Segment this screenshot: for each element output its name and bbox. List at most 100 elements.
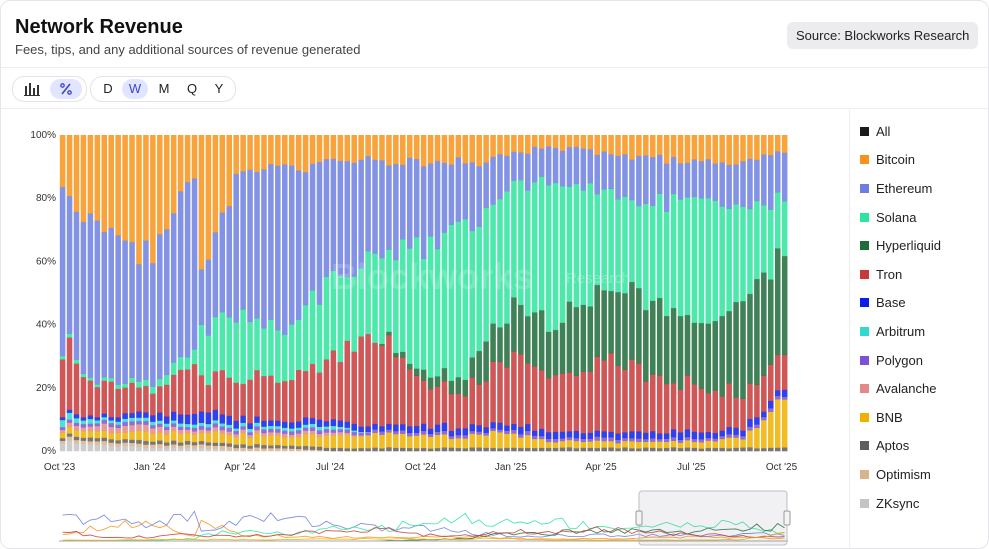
bar-segment-aptos[interactable] — [177, 442, 184, 446]
bar-segment-zksync[interactable] — [191, 448, 198, 452]
bar-segment-arbitrum[interactable] — [108, 420, 114, 424]
bar-segment-tron[interactable] — [705, 393, 712, 433]
bar-segment-tron[interactable] — [504, 367, 510, 426]
bar-segment-base[interactable] — [323, 421, 330, 427]
period-button-q[interactable]: Q — [186, 81, 198, 96]
bar-segment-solana[interactable] — [476, 226, 482, 352]
bar-segment-avalanche[interactable] — [233, 434, 239, 438]
bar-segment-bnb[interactable] — [455, 438, 462, 449]
bar-segment-ethereum[interactable] — [629, 159, 635, 201]
bar-segment-ethereum[interactable] — [358, 159, 364, 269]
bar-segment-base[interactable] — [309, 417, 316, 424]
bar-segment-bnb[interactable] — [615, 443, 621, 449]
bar-segment-polygon[interactable] — [212, 423, 219, 428]
bar-segment-bitcoin[interactable] — [781, 135, 788, 153]
bar-segment-tron[interactable] — [143, 385, 149, 413]
bar-segment-bnb[interactable] — [552, 442, 559, 449]
bar-segment-polygon[interactable] — [476, 431, 482, 435]
bar-segment-ethereum[interactable] — [497, 154, 503, 200]
bar-segment-polygon[interactable] — [441, 430, 448, 435]
bar-segment-base[interactable] — [59, 417, 66, 421]
bar-segment-solana[interactable] — [316, 304, 323, 373]
bar-segment-polygon[interactable] — [594, 436, 600, 441]
bar-segment-tron[interactable] — [372, 342, 378, 425]
bar-segment-polygon[interactable] — [497, 429, 503, 433]
bar-segment-tron[interactable] — [66, 337, 73, 410]
bar-segment-polygon[interactable] — [559, 438, 566, 442]
bar-segment-bnb[interactable] — [365, 435, 371, 449]
bar-segment-bnb[interactable] — [677, 442, 684, 449]
bar-segment-tron[interactable] — [254, 370, 260, 417]
bar-segment-bnb[interactable] — [240, 432, 246, 445]
bar-segment-solana[interactable] — [462, 219, 469, 381]
bar-segment-solana[interactable] — [337, 275, 344, 363]
bar-segment-optimism[interactable] — [323, 450, 330, 452]
bar-segment-solana[interactable] — [545, 184, 552, 332]
bar-segment-optimism[interactable] — [150, 444, 156, 448]
bar-segment-base[interactable] — [712, 432, 719, 439]
bar-segment-bitcoin[interactable] — [177, 135, 184, 192]
bar-segment-bnb[interactable] — [531, 438, 538, 449]
bar-segment-solana[interactable] — [608, 188, 614, 292]
percent-view-button[interactable] — [50, 79, 82, 99]
bar-segment-tron[interactable] — [622, 369, 628, 433]
bar-segment-polygon[interactable] — [531, 435, 538, 440]
bar-segment-bnb[interactable] — [219, 433, 226, 443]
bar-segment-tron[interactable] — [420, 380, 427, 424]
bar-segment-base[interactable] — [636, 431, 642, 439]
bar-segment-solana[interactable] — [268, 319, 274, 376]
bar-segment-tron[interactable] — [240, 383, 246, 416]
bar-segment-polygon[interactable] — [170, 423, 177, 427]
bar-segment-arbitrum[interactable] — [177, 423, 184, 427]
bar-segment-aptos[interactable] — [275, 444, 281, 449]
bar-segment-bnb[interactable] — [559, 440, 566, 448]
bar-segment-zksync[interactable] — [122, 445, 128, 452]
bar-segment-base[interactable] — [538, 428, 545, 437]
bar-segment-tron[interactable] — [636, 363, 642, 432]
bar-segment-ethereum[interactable] — [455, 157, 462, 222]
bar-segment-base[interactable] — [219, 414, 226, 424]
bar-segment-ethereum[interactable] — [288, 165, 295, 325]
bar-segment-zksync[interactable] — [157, 447, 163, 452]
bar-segment-arbitrum[interactable] — [101, 416, 108, 421]
bar-segment-zksync[interactable] — [129, 445, 135, 452]
bar-segment-polygon[interactable] — [254, 426, 260, 431]
bar-segment-solana[interactable] — [427, 236, 434, 378]
bar-segment-tron[interactable] — [441, 381, 448, 423]
bar-segment-aptos[interactable] — [406, 447, 413, 452]
bar-segment-avalanche[interactable] — [66, 422, 73, 428]
bar-segment-bitcoin[interactable] — [87, 135, 94, 214]
bar-segment-avalanche[interactable] — [344, 432, 351, 435]
bar-segment-polygon[interactable] — [781, 396, 788, 400]
bar-segment-solana[interactable] — [406, 248, 413, 364]
bar-segment-aptos[interactable] — [316, 446, 323, 451]
bar-segment-tron[interactable] — [268, 375, 274, 421]
bar-segment-base[interactable] — [608, 431, 614, 438]
bar-segment-ethereum[interactable] — [518, 152, 524, 181]
bar-segment-hyperliquid[interactable] — [406, 363, 413, 370]
bar-segment-tron[interactable] — [615, 365, 621, 434]
bar-segment-hyperliquid[interactable] — [698, 322, 705, 389]
bar-segment-ethereum[interactable] — [761, 154, 767, 206]
bar-segment-optimism[interactable] — [66, 436, 73, 441]
bar-segment-base[interactable] — [351, 423, 357, 431]
bar-segment-bitcoin[interactable] — [80, 135, 87, 223]
bar-segment-bnb[interactable] — [511, 433, 517, 448]
bar-segment-polygon[interactable] — [615, 439, 621, 444]
bar-segment-solana[interactable] — [247, 321, 253, 380]
bar-segment-arbitrum[interactable] — [337, 426, 344, 430]
bar-segment-aptos[interactable] — [261, 444, 267, 449]
bar-segment-bitcoin[interactable] — [226, 135, 233, 207]
bar-segment-polygon[interactable] — [150, 425, 156, 429]
bar-segment-solana[interactable] — [740, 206, 746, 302]
bar-segment-tron[interactable] — [601, 360, 607, 432]
bar-segment-bitcoin[interactable] — [552, 135, 559, 149]
bar-segment-bnb[interactable] — [143, 431, 149, 442]
bar-segment-bitcoin[interactable] — [413, 135, 420, 160]
bar-segment-polygon[interactable] — [670, 436, 677, 441]
bar-segment-aptos[interactable] — [719, 447, 725, 452]
bar-segment-hyperliquid[interactable] — [684, 314, 691, 376]
bar-segment-bitcoin[interactable] — [170, 135, 177, 214]
legend-item-bnb[interactable]: BNB — [860, 403, 941, 432]
bar-segment-aptos[interactable] — [247, 445, 253, 449]
